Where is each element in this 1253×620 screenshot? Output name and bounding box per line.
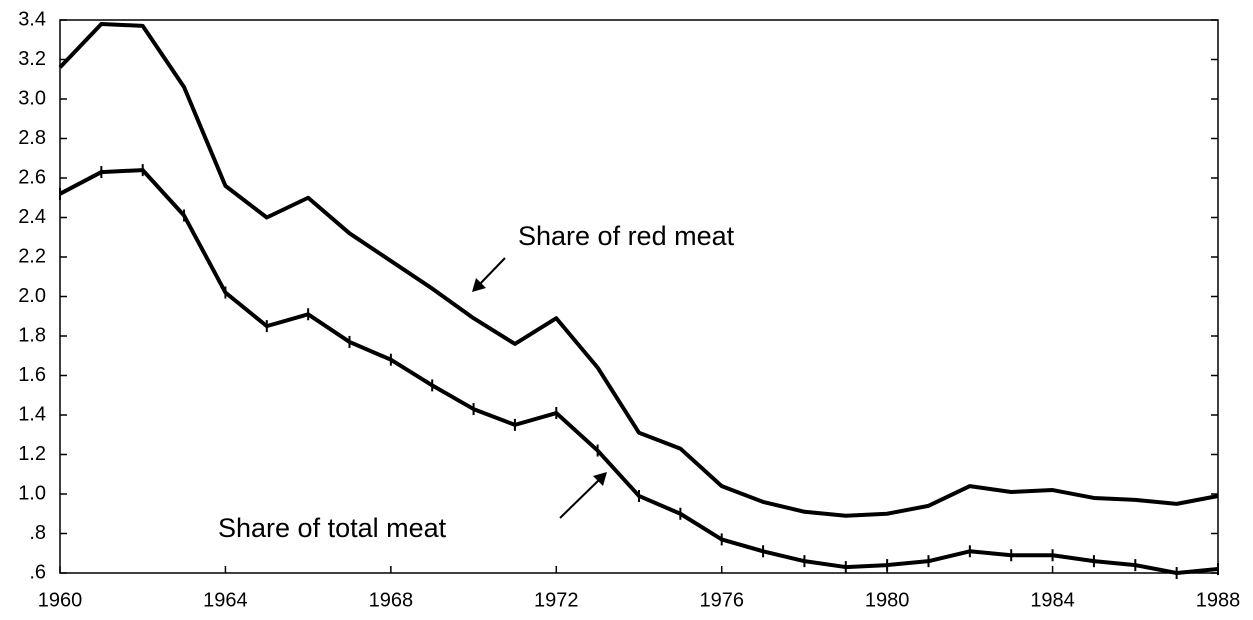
x-tick-label: 1980 <box>865 589 910 611</box>
x-tick-label: 1964 <box>203 589 248 611</box>
y-tick-label: 1.6 <box>18 364 46 386</box>
arrow-head <box>593 472 607 486</box>
x-tick-label: 1984 <box>1030 589 1075 611</box>
y-tick-label: 1.4 <box>18 403 46 425</box>
y-tick-label: 1.2 <box>18 443 46 465</box>
annotation-arrow <box>477 257 506 287</box>
x-tick-label: 1960 <box>38 589 83 611</box>
annotation: Share of total meat <box>218 513 447 543</box>
annotation-arrow <box>559 478 601 519</box>
y-tick-label: 2.6 <box>18 166 46 188</box>
y-tick-label: 1.8 <box>18 324 46 346</box>
x-tick-label: 1972 <box>534 589 579 611</box>
y-tick-label: 3.2 <box>18 48 46 70</box>
arrow-head <box>472 278 486 292</box>
y-tick-label: .6 <box>29 561 46 583</box>
annotation: Share of red meat <box>518 221 735 251</box>
y-tick-label: 2.8 <box>18 127 46 149</box>
y-tick-label: 3.4 <box>18 8 46 30</box>
y-tick-label: 2.2 <box>18 245 46 267</box>
y-tick-label: 2.0 <box>18 285 46 307</box>
x-tick-label: 1976 <box>699 589 744 611</box>
y-tick-label: .8 <box>29 522 46 544</box>
x-tick-label: 1988 <box>1196 589 1241 611</box>
line <box>58 21 1219 518</box>
y-tick-label: 1.0 <box>18 482 46 504</box>
x-tick-label: 1968 <box>369 589 414 611</box>
y-tick-label: 3.0 <box>18 87 46 109</box>
y-tick-label: 2.4 <box>18 206 46 228</box>
